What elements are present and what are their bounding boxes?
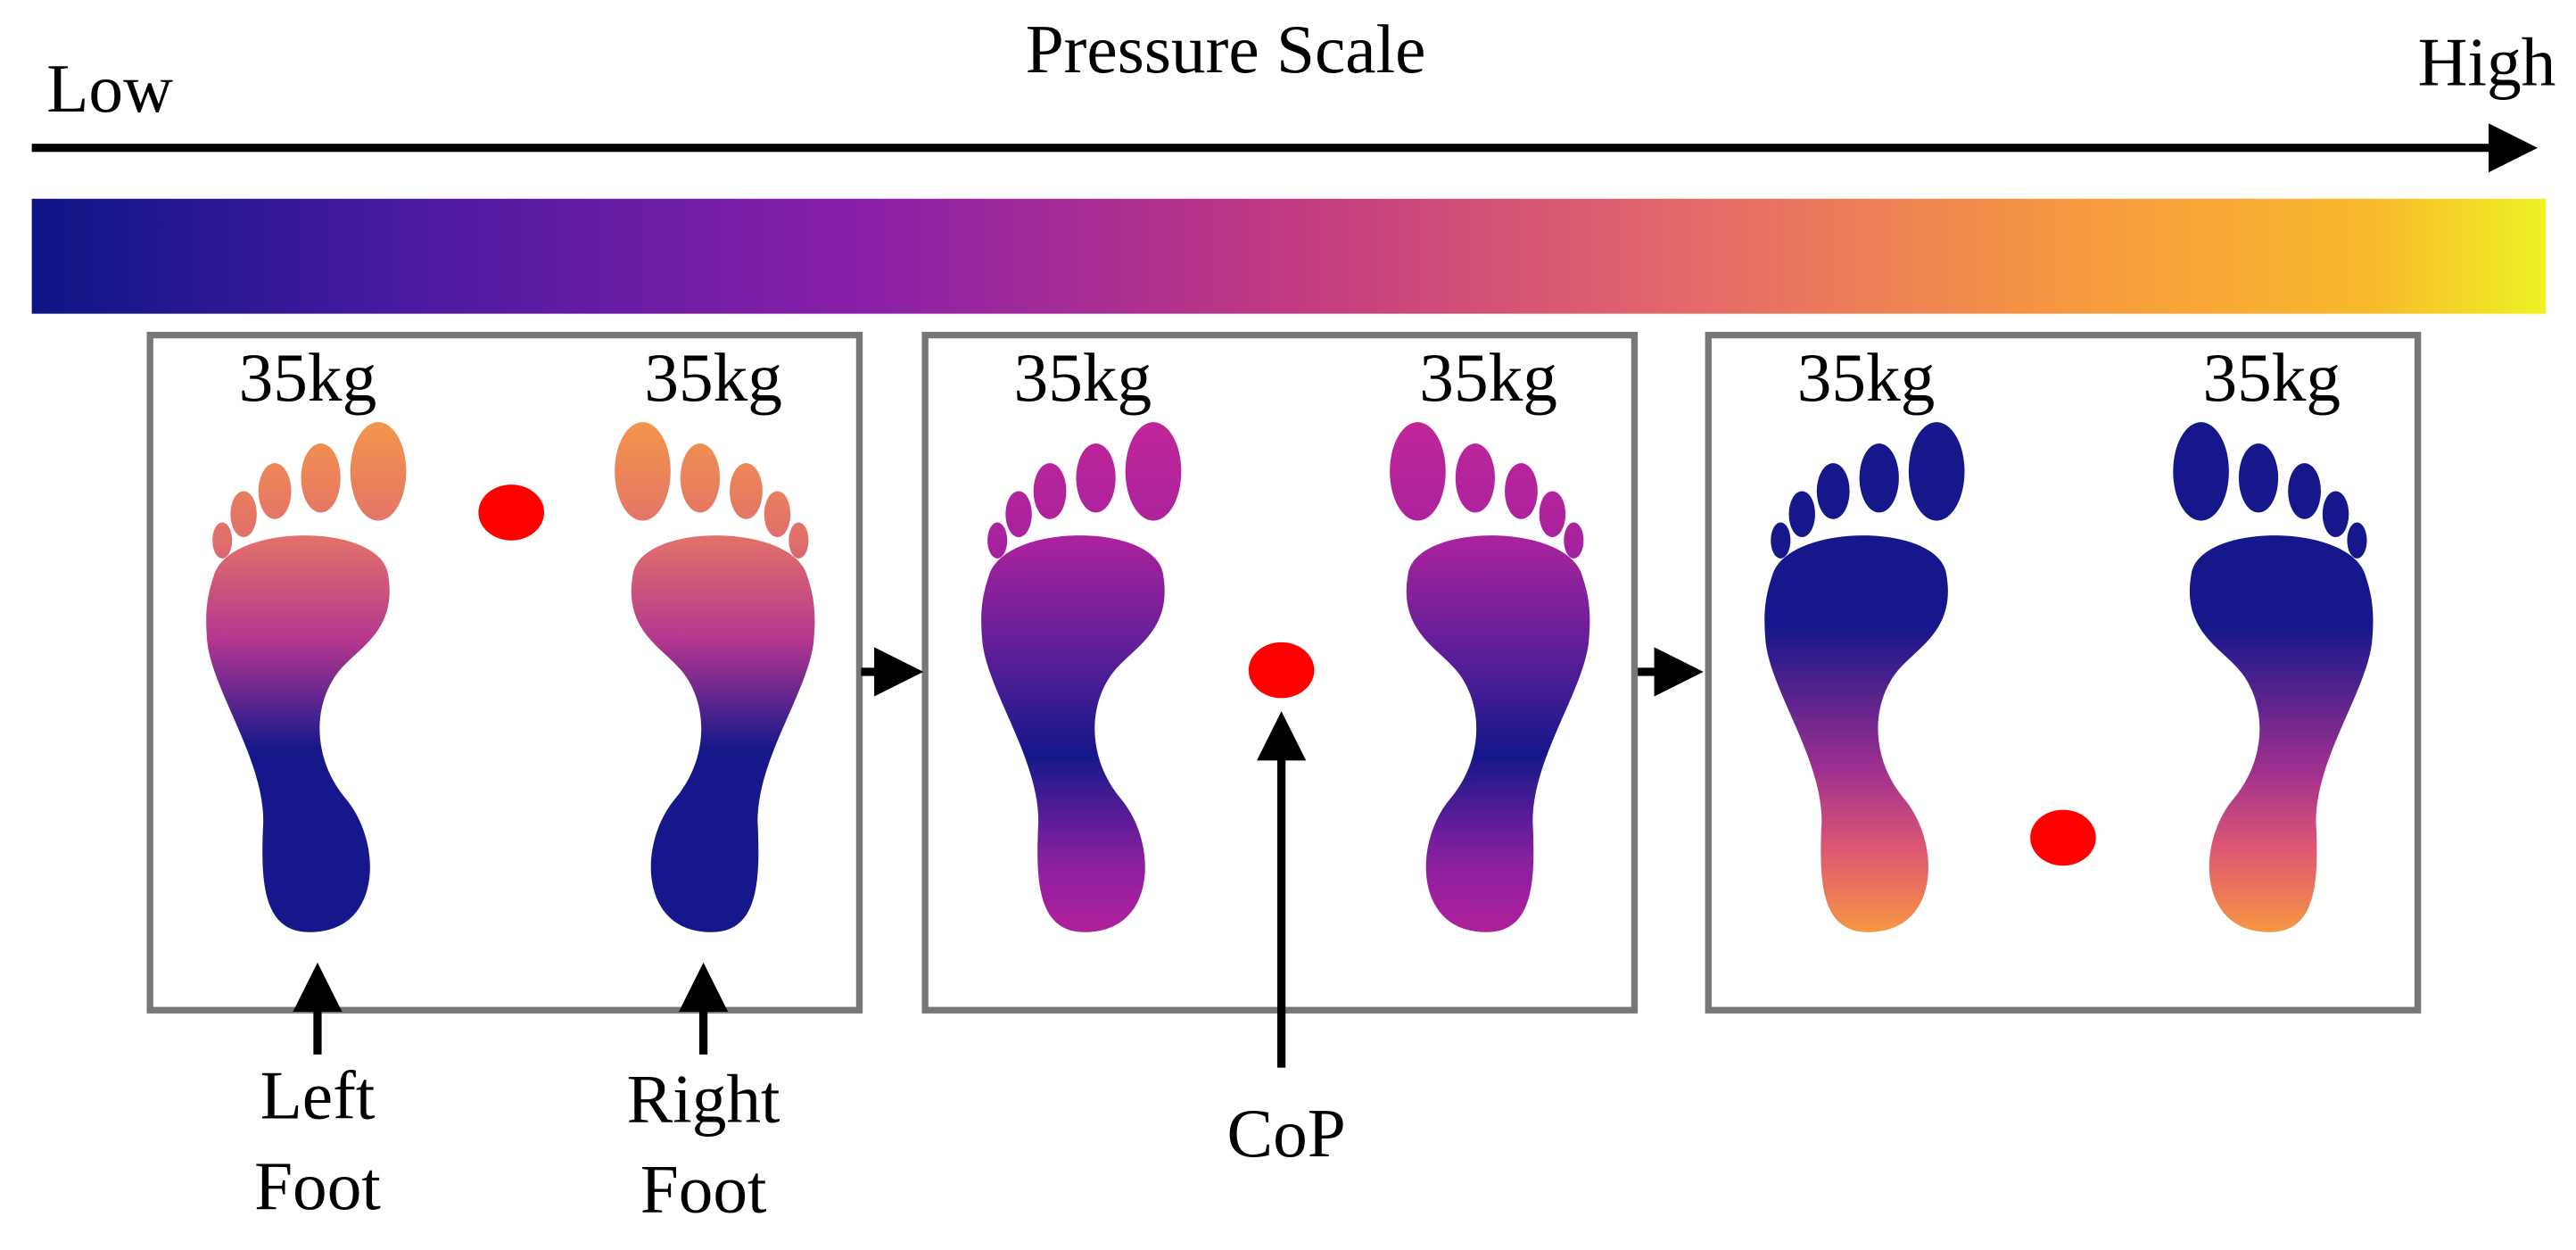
foot [1390, 422, 1590, 932]
foot-toe [1390, 422, 1446, 521]
foot-toe [212, 522, 233, 559]
weight-label: 35kg [2202, 339, 2341, 416]
color-bar [31, 198, 2547, 314]
foot-toe [2288, 463, 2321, 519]
foot [615, 422, 815, 932]
weight-label: 35kg [1419, 339, 1557, 416]
label: Right [627, 1060, 780, 1137]
foot-toe [1771, 522, 1791, 559]
foot-toe [1033, 463, 1067, 519]
foot [981, 422, 1182, 932]
label: CoP [1227, 1095, 1346, 1171]
label: Left [260, 1057, 376, 1134]
foot-toe [680, 443, 721, 513]
foot-toe [1859, 443, 1899, 513]
foot-toe [350, 422, 407, 521]
panel-frame [146, 331, 863, 1014]
panel: 35kg 35kg [1705, 331, 2422, 1014]
foot-sole [1406, 535, 1590, 932]
weight-label: 35kg [239, 339, 377, 416]
foot-toe [301, 443, 341, 513]
foot-toe [1125, 422, 1182, 521]
foot-toe [258, 463, 292, 519]
foot-toe [730, 463, 763, 519]
foot-toe [1539, 491, 1566, 538]
foot-toe [2238, 443, 2279, 513]
cop-dot [478, 484, 545, 541]
foot-toe [1908, 422, 1965, 521]
foot-toe [764, 491, 791, 538]
foot-toe [2322, 491, 2349, 538]
cop-dot [2030, 809, 2096, 866]
foot-toe [1816, 463, 1850, 519]
foot [1764, 422, 1965, 932]
foot-toe [1564, 522, 1584, 559]
scale-high: High [2418, 24, 2556, 101]
foot-toe [2347, 522, 2367, 559]
foot-toe [1788, 491, 1815, 538]
foot-toe [1005, 491, 1032, 538]
foot-sole [631, 535, 815, 932]
foot-toe [1076, 443, 1116, 513]
foot-sole [206, 535, 390, 932]
weight-label: 35kg [1797, 339, 1936, 416]
foot [206, 422, 407, 932]
title: Pressure Scale [1026, 11, 1426, 87]
foot-sole [1764, 535, 1948, 932]
cop-dot [1248, 642, 1315, 699]
foot-sole [2189, 535, 2374, 932]
label: Foot [640, 1151, 767, 1228]
foot-toe [615, 422, 671, 521]
weight-label: 35kg [1014, 339, 1152, 416]
foot-sole [981, 535, 1165, 932]
weight-label: 35kg [644, 339, 782, 416]
foot-toe [230, 491, 257, 538]
foot [2173, 422, 2374, 932]
panel: 35kg 35kg [146, 331, 863, 1014]
foot-toe [987, 522, 1008, 559]
scale-low: Low [46, 50, 173, 127]
foot-toe [1505, 463, 1538, 519]
panel-frame [1705, 331, 2422, 1014]
label: Foot [254, 1147, 381, 1224]
foot-toe [1455, 443, 1495, 513]
foot-toe [2173, 422, 2229, 521]
foot-toe [788, 522, 809, 559]
panels: 35kg 35kg 35kg 35kg 35kg 35kg [146, 331, 2422, 1014]
